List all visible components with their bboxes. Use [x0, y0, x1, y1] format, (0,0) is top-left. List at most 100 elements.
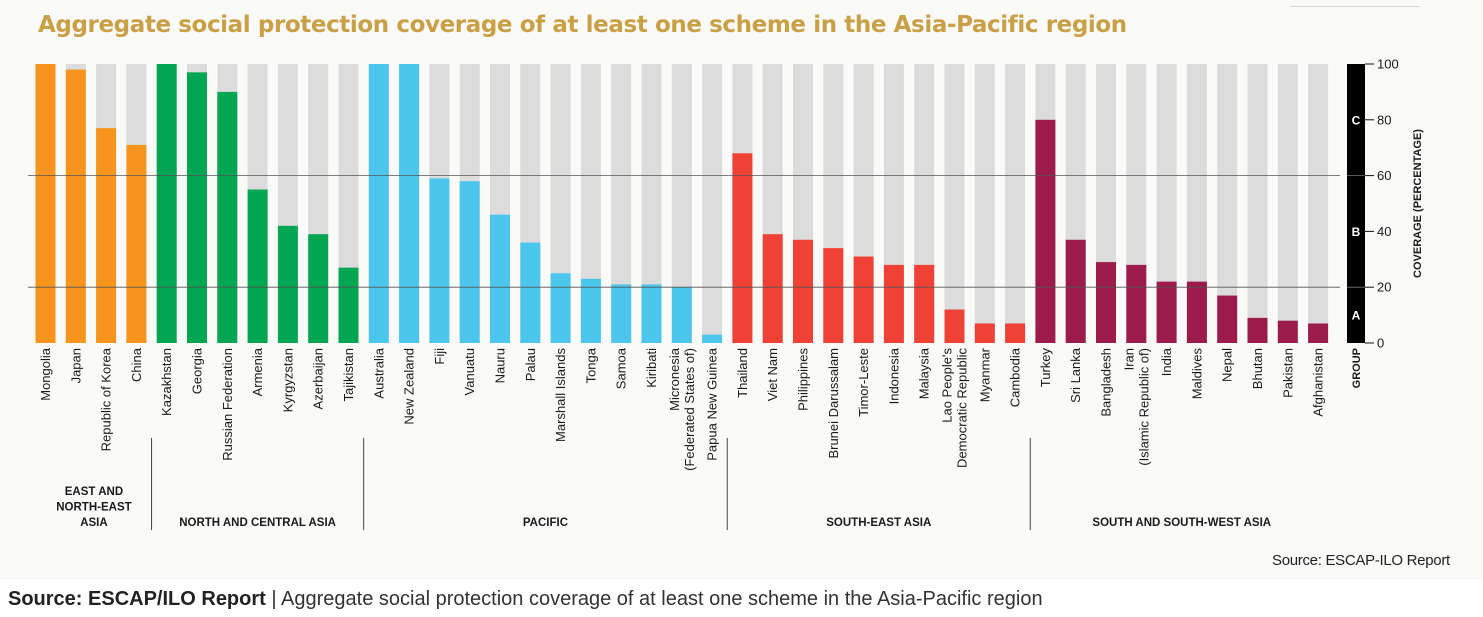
bar-background-afghanistan	[1308, 64, 1329, 343]
group-axis: A B C 0 20 40 60 80 100 COVERAGE (PERCENTAGE) GROU…	[1347, 57, 1424, 388]
country-label-viet-nam: Viet Nam	[765, 348, 780, 401]
country-label-samoa: Samoa	[614, 347, 629, 389]
country-label-pakistan: Pakistan	[1280, 348, 1295, 398]
country-label-india: India	[1159, 347, 1174, 376]
country-label-mongolia: Mongolia	[38, 347, 53, 401]
bar-kyrgyzstan	[277, 225, 298, 343]
country-label-japan: Japan	[68, 348, 83, 383]
bar-thailand	[732, 153, 753, 343]
region-labels: EAST AND NORTH-EAST ASIA NORTH AND CENTRAL …	[56, 438, 1271, 530]
country-label-brunei-darussalam: Brunei Darussalam	[826, 348, 841, 459]
bar-marshall-islands	[550, 273, 571, 343]
country-label-palau: Palau	[523, 348, 538, 381]
top-divider	[1290, 6, 1420, 7]
bar-background-tonga	[580, 64, 601, 343]
bar-background-samoa	[611, 64, 632, 343]
bar-papua-new-guinea	[702, 334, 723, 343]
bar-turkey	[1035, 119, 1056, 343]
y-tick-label-80: 80	[1377, 112, 1391, 127]
country-label-myanmar: Myanmar	[977, 347, 992, 402]
bar-background-maldives	[1186, 64, 1207, 343]
bar-new-zealand	[399, 64, 420, 343]
bar-background-bhutan	[1247, 64, 1268, 343]
region-label-north-and-central-asia: NORTH AND CENTRAL ASIA	[179, 517, 336, 529]
country-label-nauru: Nauru	[493, 348, 508, 383]
country-label-bhutan: Bhutan	[1250, 348, 1265, 389]
bar-philippines	[793, 239, 813, 343]
chart-card: Aggregate social protection coverage of …	[28, 6, 1451, 569]
bar-brunei-darussalam	[823, 248, 844, 343]
country-label-russian-federation: Russian Federation	[220, 348, 235, 461]
bar-viet-nam	[762, 234, 783, 343]
country-label-papua-new-guinea: Papua New Guinea	[705, 347, 720, 461]
bar-background-cambodia	[1005, 64, 1026, 343]
country-label-new-zealand: New Zealand	[402, 348, 417, 425]
country-label-kyrgyzstan: Kyrgyzstan	[280, 348, 295, 412]
bar-tonga	[580, 278, 601, 343]
country-label-armenia: Armenia	[250, 347, 265, 396]
region-label-south-east-asia: SOUTH-EAST ASIA	[826, 517, 931, 529]
bar-lao-people-s-democratic-republic	[944, 309, 965, 343]
region-label-pacific: PACIFIC	[523, 517, 568, 529]
y-axis-label: COVERAGE (PERCENTAGE)	[1412, 129, 1424, 278]
country-label-vanuatu: Vanuatu	[462, 348, 477, 395]
country-labels: Mongolia Japan Republic of Korea China Kazak…	[38, 347, 1326, 471]
caption-source: Source: ESCAP/ILO Report	[8, 588, 266, 610]
group-band-label-a: A	[1352, 309, 1361, 323]
image-caption: Source: ESCAP/ILO Report | Aggregate soc…	[8, 588, 1043, 611]
country-label-bangladesh: Bangladesh	[1099, 348, 1114, 417]
bar-afghanistan	[1308, 323, 1329, 343]
bar-cambodia	[1005, 323, 1026, 343]
y-tick-label-20: 20	[1377, 280, 1391, 295]
bar-pakistan	[1277, 320, 1298, 343]
bar-bangladesh	[1096, 262, 1116, 343]
country-label-tajikistan: Tajikistan	[341, 348, 356, 401]
country-label-iran-islamic-republic-of: Iran(Islamic Republic of)	[1121, 348, 1151, 466]
bar-background-kiribati	[641, 64, 662, 343]
bar-russian-federation	[217, 91, 238, 344]
bar-maldives	[1186, 281, 1207, 343]
country-label-cambodia: Cambodia	[1008, 347, 1023, 407]
country-label-afghanistan: Afghanistan	[1311, 348, 1326, 417]
bar-samoa	[611, 284, 632, 343]
country-label-indonesia: Indonesia	[886, 347, 901, 404]
country-label-micronesia-federated-states-of: Micronesia(Federated States of)	[667, 347, 697, 471]
country-label-lao-people-s-democratic-republic: Lao People'sDemocratic Republic	[940, 348, 970, 468]
y-tick-label-60: 60	[1377, 168, 1391, 183]
bar-bhutan	[1247, 317, 1268, 343]
y-tick-label-0: 0	[1377, 336, 1384, 351]
region-label-east-and-north-east-asia: EAST AND NORTH-EAST ASIA	[56, 486, 131, 529]
country-label-timor-leste: Timor-Leste	[856, 348, 871, 417]
country-label-sri-lanka: Sri Lanka	[1068, 347, 1083, 403]
coverage-bar-chart: Mongolia Japan Republic of Korea China Kazak…	[28, 57, 1424, 530]
bar-kiribati	[641, 284, 662, 343]
bar-vanuatu	[459, 181, 480, 343]
group-axis-band	[1347, 64, 1365, 343]
country-label-malaysia: Malaysia	[917, 347, 932, 399]
bar-background-nepal	[1217, 64, 1238, 343]
bar-mongolia	[35, 64, 56, 343]
chart-title: Aggregate social protection coverage of …	[38, 12, 1127, 38]
region-label-south-and-south-west-asia: SOUTH AND SOUTH-WEST ASIA	[1092, 517, 1271, 529]
country-label-fiji: Fiji	[432, 348, 447, 365]
bar-kazakhstan	[156, 64, 177, 343]
bar-background-lao-people-s-democratic-republic	[944, 64, 965, 343]
bar-palau	[520, 242, 541, 343]
country-label-maldives: Maldives	[1189, 348, 1204, 400]
bar-nauru	[490, 214, 510, 343]
country-label-azerbaijan: Azerbaijan	[311, 348, 326, 409]
bar-georgia	[187, 72, 207, 344]
bar-sri-lanka	[1065, 239, 1086, 343]
bar-background-india	[1156, 64, 1177, 343]
bar-background-pakistan	[1277, 64, 1298, 343]
bar-india	[1156, 281, 1177, 343]
bar-timor-leste	[853, 256, 874, 343]
bar-malaysia	[914, 264, 935, 343]
bar-armenia	[247, 189, 268, 343]
country-label-kazakhstan: Kazakhstan	[159, 348, 174, 416]
caption-separator: |	[265, 588, 282, 610]
bar-background-myanmar	[974, 64, 995, 343]
caption-text: Aggregate social protection coverage of …	[281, 588, 1043, 610]
bar-azerbaijan	[308, 234, 329, 343]
country-label-philippines: Philippines	[796, 348, 811, 411]
